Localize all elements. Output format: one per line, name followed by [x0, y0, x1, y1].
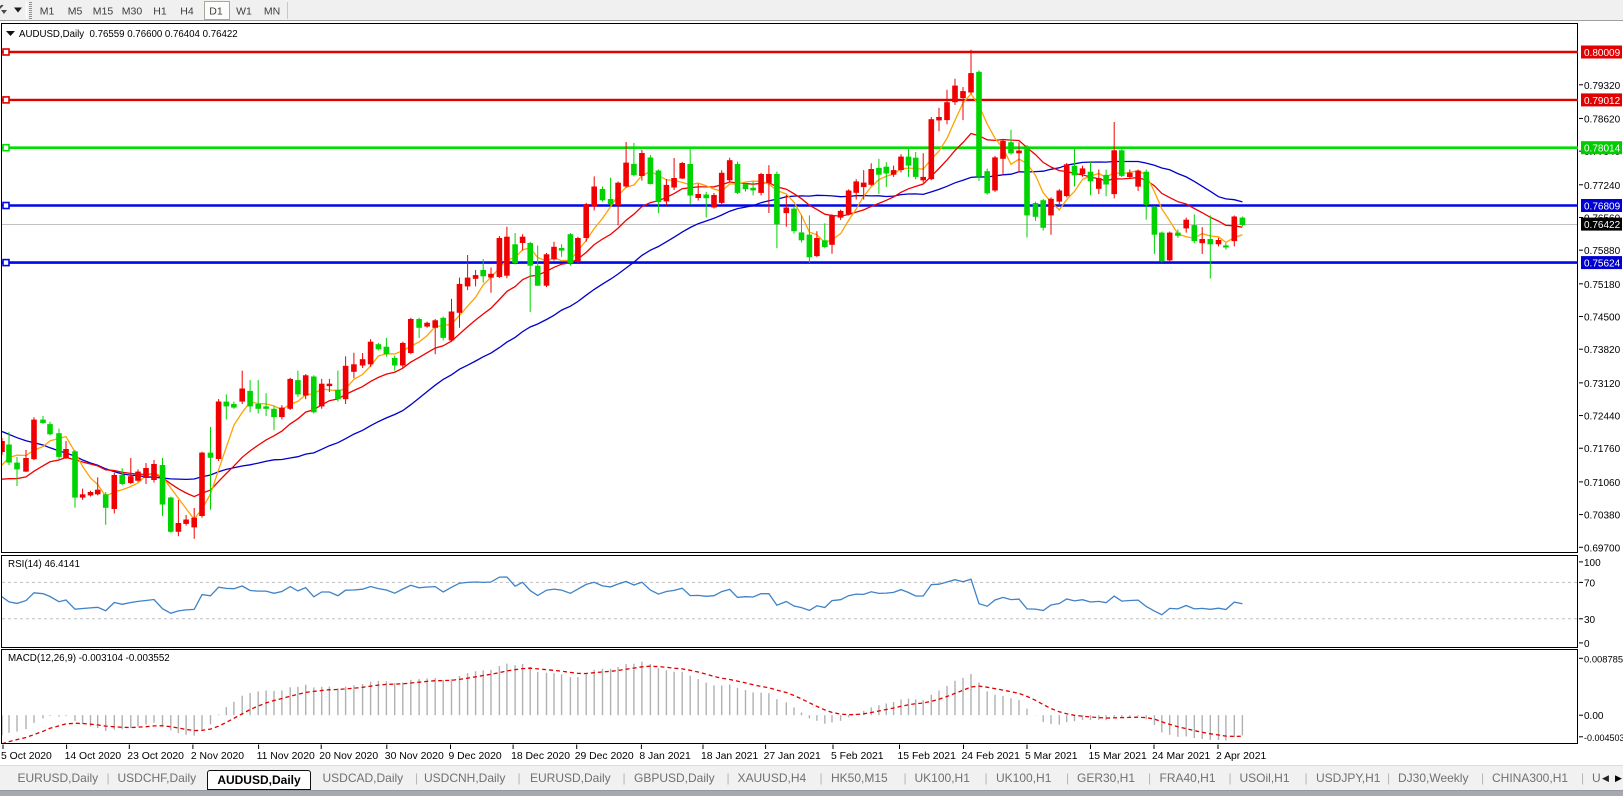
svg-text:M5: M5	[68, 6, 83, 18]
svg-text:2 Nov 2020: 2 Nov 2020	[191, 751, 244, 762]
svg-text:24 Mar 2021: 24 Mar 2021	[1152, 751, 1211, 762]
svg-text:0.78014: 0.78014	[1584, 144, 1621, 155]
svg-text:29 Dec 2020: 29 Dec 2020	[575, 751, 634, 762]
svg-text:0.76422: 0.76422	[1584, 220, 1621, 231]
svg-text:0.80009: 0.80009	[1584, 48, 1621, 59]
svg-text:H4: H4	[180, 6, 194, 18]
svg-text:MACD(12,26,9) -0.003104 -0.003: MACD(12,26,9) -0.003104 -0.003552	[8, 653, 170, 664]
svg-text:H1: H1	[153, 6, 167, 18]
svg-text:24 Feb 2021: 24 Feb 2021	[962, 751, 1021, 762]
svg-text:0.78620: 0.78620	[1584, 114, 1621, 125]
svg-text:0.71060: 0.71060	[1584, 478, 1621, 489]
svg-text:0.76809: 0.76809	[1584, 202, 1621, 213]
svg-text:5 Feb 2021: 5 Feb 2021	[831, 751, 884, 762]
svg-text:27 Jan 2021: 27 Jan 2021	[764, 751, 821, 762]
svg-text:0.69700: 0.69700	[1584, 543, 1621, 554]
svg-text:0.77240: 0.77240	[1584, 181, 1621, 192]
svg-text:100: 100	[1584, 558, 1601, 569]
svg-text:30: 30	[1584, 615, 1596, 626]
svg-text:0.72440: 0.72440	[1584, 412, 1621, 423]
svg-text:0.00: 0.00	[1584, 711, 1604, 722]
svg-text:W1: W1	[236, 6, 252, 18]
svg-text:-0.004503: -0.004503	[1584, 733, 1623, 743]
svg-text:0.75880: 0.75880	[1584, 246, 1621, 257]
svg-text:18 Dec 2020: 18 Dec 2020	[511, 751, 570, 762]
svg-text:0.73820: 0.73820	[1584, 345, 1621, 356]
svg-text:0.73120: 0.73120	[1584, 379, 1621, 390]
svg-text:8 Jan 2021: 8 Jan 2021	[639, 751, 691, 762]
svg-text:23 Oct 2020: 23 Oct 2020	[127, 751, 184, 762]
svg-text:0.74500: 0.74500	[1584, 313, 1621, 324]
svg-text:0.79320: 0.79320	[1584, 81, 1621, 92]
svg-text:D1: D1	[209, 6, 223, 18]
svg-text:0.008785: 0.008785	[1584, 653, 1623, 664]
svg-text:11 Nov 2020: 11 Nov 2020	[257, 751, 315, 762]
svg-text:RSI(14) 46.4141: RSI(14) 46.4141	[8, 559, 80, 570]
svg-text:18 Jan 2021: 18 Jan 2021	[701, 751, 758, 762]
svg-text:70: 70	[1584, 578, 1596, 589]
svg-text:M1: M1	[40, 6, 55, 18]
svg-text:0.75180: 0.75180	[1584, 280, 1621, 291]
svg-text:9 Dec 2020: 9 Dec 2020	[449, 751, 502, 762]
svg-text:30 Nov 2020: 30 Nov 2020	[385, 751, 444, 762]
svg-text:14 Oct 2020: 14 Oct 2020	[65, 751, 122, 762]
svg-text:0.71760: 0.71760	[1584, 444, 1621, 455]
svg-text:15 Feb 2021: 15 Feb 2021	[898, 751, 957, 762]
svg-text:0.70380: 0.70380	[1584, 511, 1621, 522]
svg-text:MN: MN	[264, 6, 280, 18]
svg-text:2 Apr 2021: 2 Apr 2021	[1216, 751, 1266, 762]
svg-text:5 Oct 2020: 5 Oct 2020	[1, 751, 52, 762]
svg-text:M30: M30	[122, 6, 143, 18]
svg-text:0.75624: 0.75624	[1584, 259, 1621, 270]
svg-text:AUDUSD,Daily 0.76559 0.76600: AUDUSD,Daily 0.76559 0.76600 0.76404 0.7…	[19, 29, 238, 40]
svg-text:M15: M15	[93, 6, 114, 18]
svg-text:0: 0	[1584, 639, 1590, 650]
svg-text:5 Mar 2021: 5 Mar 2021	[1025, 751, 1078, 762]
svg-text:20 Nov 2020: 20 Nov 2020	[319, 751, 378, 762]
svg-text:0.79012: 0.79012	[1584, 96, 1621, 107]
svg-text:15 Mar 2021: 15 Mar 2021	[1089, 751, 1148, 762]
